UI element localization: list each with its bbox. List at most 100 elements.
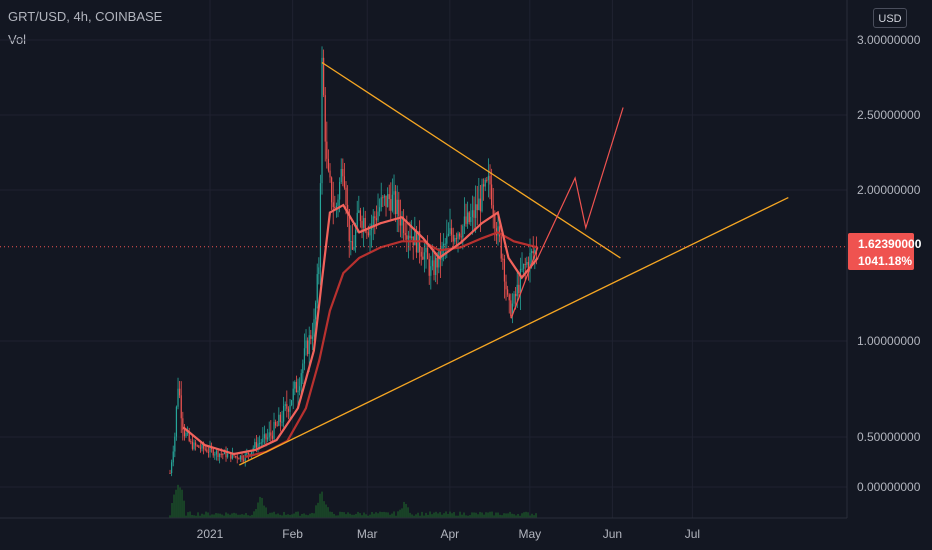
volume-bar [519,515,521,518]
candle-body [275,422,277,426]
candle-body [435,257,437,276]
volume-bar [221,514,223,518]
volume-bar [303,513,305,518]
volume-bar [217,513,219,518]
candle-body [383,195,386,198]
candle-body [457,233,459,239]
candle-body [243,459,245,461]
candle-body [273,422,275,439]
volume-bar [235,513,237,518]
volume-bar [305,514,307,518]
volume-bar [261,497,263,518]
volume-bar [231,513,233,518]
candle-body [241,455,243,460]
candle-body [337,199,339,206]
candle-body [449,228,451,234]
candle-body [401,218,403,226]
volume-bar [375,512,377,518]
candle-body [174,436,176,452]
volume-bar [391,513,393,518]
candle-body [446,235,448,244]
volume-bar [447,513,449,518]
volume-bar [533,515,535,518]
volume-bar [263,505,265,518]
candle-body [193,442,195,449]
volume-bar [207,512,209,518]
volume-bar [287,514,289,518]
volume-bar [351,514,353,518]
candle-body [406,235,408,240]
candle-body [367,232,370,236]
volume-bar [387,512,389,518]
volume-bar [179,487,181,518]
candle-body [313,319,315,337]
candle-body [398,199,400,216]
candle-body [329,170,331,178]
volume-bar [511,513,513,518]
trendline-short-support[interactable] [510,247,539,319]
candle-body [396,199,398,214]
volume-bar [233,512,235,518]
candle-body [246,452,248,455]
candle-body [391,194,394,211]
volume-bar [323,501,325,518]
candle-body [380,197,382,208]
volume-bar [373,513,375,518]
volume-bar [237,514,239,518]
candle-body [423,252,426,260]
candle-body [518,284,520,294]
candle-body [468,212,470,223]
candle-body [500,236,502,259]
candle-body [195,442,197,446]
trendline-descending[interactable] [321,61,621,259]
volume-bar [421,511,423,518]
candle-body [279,414,282,422]
candle-body [366,231,368,233]
volume-bar [349,513,351,518]
volume-bar [285,514,287,518]
volume-bar [295,511,297,518]
volume-bar [219,513,221,518]
volume-bar [267,514,269,518]
candle-body [387,194,389,207]
candle-body [180,395,182,419]
volume-bar [457,515,459,518]
volume-bar [439,512,441,518]
volume-bar [171,503,173,518]
volume-bar [271,512,273,518]
price-tick-label: 3.00000000 [857,33,921,47]
ma-slow-line [244,231,539,459]
candle-body [497,226,499,236]
volume-bar [461,514,463,518]
candle-body [235,456,237,458]
candle-body [436,257,438,268]
candle-body [223,451,226,455]
candle-body [364,218,366,232]
volume-bar [259,496,261,518]
currency-button[interactable]: USD [873,8,907,28]
volume-bar [213,514,215,518]
candle-body [470,216,472,223]
candle-body [316,274,318,303]
volume-bar [241,514,243,518]
volume-bar [493,515,495,518]
volume-bar [191,515,193,518]
candle-body [473,210,475,218]
volume-bar [347,512,349,518]
volume-bar [307,515,309,518]
candle-body [326,141,328,159]
candle-body [375,218,378,221]
volume-bar [185,515,187,518]
time-tick-label: Jun [603,527,622,541]
time-tick-label: May [518,527,541,541]
volume-bar [357,511,359,518]
volume-bar [225,512,227,518]
candle-body [452,234,454,242]
trendline-ascending[interactable] [239,196,789,466]
volume-bar [425,512,427,518]
candle-body [169,473,171,474]
candle-body [262,438,264,443]
volume-bar [227,513,229,518]
candle-body [257,443,259,448]
